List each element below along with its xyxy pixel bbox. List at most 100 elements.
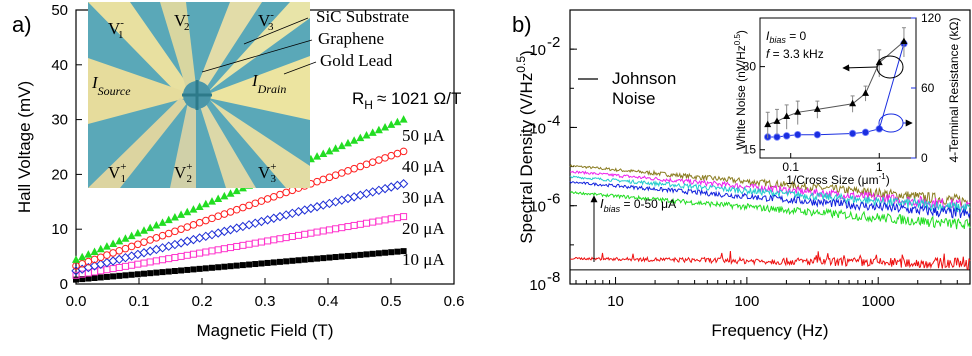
data-point <box>84 250 93 258</box>
data-point <box>257 238 265 246</box>
data-point <box>226 208 235 216</box>
panel-label-a: a) <box>12 12 32 37</box>
data-point <box>208 214 216 223</box>
data-point <box>399 115 408 123</box>
data-point <box>171 227 179 236</box>
data-point <box>350 221 358 229</box>
x-tick-label-a: 0.4 <box>318 293 339 310</box>
series-a-4 <box>72 147 408 270</box>
data-point <box>320 255 327 262</box>
data-point <box>283 258 290 265</box>
data-point <box>270 236 278 244</box>
noise-spectrum-10A <box>569 190 971 230</box>
data-point <box>388 249 395 256</box>
x-tick-label-a: 0.3 <box>255 293 276 310</box>
data-point <box>245 240 253 248</box>
data-point <box>133 228 142 237</box>
data-point <box>263 195 272 203</box>
data-point <box>381 216 389 224</box>
data-point <box>146 258 154 266</box>
inset-y-left-tick-label: 15 <box>743 143 757 157</box>
data-point <box>207 197 216 205</box>
x-axis-label-b: Frequency (Hz) <box>711 321 828 340</box>
data-point <box>398 179 409 189</box>
data-point <box>375 217 383 225</box>
data-point <box>251 199 260 208</box>
legend-item-a: 40 μA <box>402 157 445 176</box>
legend-item-a: 20 μA <box>402 219 445 238</box>
data-point <box>96 244 105 253</box>
data-point <box>356 162 365 171</box>
data-point <box>362 130 371 139</box>
white-noise-point <box>783 112 791 119</box>
johnson-legend-text-1: Johnson <box>612 69 676 88</box>
y-tick-label-a: 40 <box>51 57 68 74</box>
data-point <box>227 263 234 270</box>
data-point <box>195 218 204 227</box>
x-tick-label-b: 10 <box>607 293 624 310</box>
data-point <box>387 151 396 160</box>
data-point <box>153 269 160 276</box>
data-point <box>264 259 271 266</box>
data-point <box>189 205 198 213</box>
data-point <box>146 236 154 244</box>
data-point <box>152 234 161 242</box>
gold-label: Gold Lead <box>320 51 393 70</box>
data-point <box>115 246 124 255</box>
data-point <box>245 201 253 210</box>
x-tick-label-a: 0.0 <box>66 293 87 310</box>
inset-chart: 0.1 1 15 30 0 60 120 White Noise (nV/Hz0.5) 4-… <box>733 11 961 187</box>
data-point <box>344 223 352 231</box>
data-point <box>220 245 228 253</box>
inset-y-right-tick-label: 120 <box>921 11 941 25</box>
data-point <box>264 237 272 245</box>
data-point <box>381 154 389 162</box>
data-point <box>116 272 123 279</box>
x-tick-label-b: 1000 <box>862 293 895 310</box>
data-point <box>400 213 408 221</box>
series-group-b <box>569 164 971 271</box>
rh-annotation: RH ≈ 1021 Ω/T <box>352 89 461 112</box>
data-point <box>381 123 390 131</box>
data-point <box>314 255 321 262</box>
plot-area-b <box>569 9 971 285</box>
data-point <box>331 144 340 152</box>
data-point <box>325 146 334 155</box>
ticks-a: 0.0 0.1 0.2 0.3 0.4 0.5 0.6 0 10 20 30 40 50 <box>51 2 464 310</box>
data-point <box>208 264 215 271</box>
data-point <box>121 234 130 242</box>
noise-spectrum-0A <box>570 250 971 271</box>
data-point <box>189 250 197 258</box>
y-tick-label-a: 50 <box>51 2 68 19</box>
inset-x-tick-label: 1 <box>876 160 883 174</box>
noise-spectrum-50A <box>569 164 971 207</box>
data-point <box>127 242 136 251</box>
data-point <box>128 261 136 269</box>
data-point <box>140 259 148 267</box>
data-point <box>128 271 135 278</box>
y-tick-exp-b: -2 <box>547 34 560 51</box>
data-point <box>103 251 111 259</box>
sic-pointer <box>243 17 309 45</box>
legend-item-a: 50 μA <box>402 126 445 145</box>
data-point <box>73 276 79 283</box>
data-point <box>331 171 340 179</box>
rh-annotation-sub: H <box>364 98 373 112</box>
data-point <box>288 233 296 241</box>
data-point <box>382 249 389 256</box>
data-point <box>171 268 178 275</box>
y-axis-label-b: Spectral Density (V/Hz0.5) <box>514 50 536 243</box>
y-tick-label-b: 10 <box>529 42 546 59</box>
data-point <box>289 257 296 264</box>
y-tick-label-b: 10 <box>529 120 546 137</box>
y-tick-exp-b: -6 <box>547 191 560 208</box>
x-tick-label-a: 0.1 <box>129 293 150 310</box>
chart-a: a) 0.0 0.1 0.2 0.3 0.4 0.5 0.6 0 10 20 30 40 50 Magn… <box>12 2 464 340</box>
data-point <box>295 257 302 264</box>
inset-y-right-tick-label: 60 <box>921 81 935 95</box>
data-point <box>351 252 358 259</box>
data-point <box>220 191 229 200</box>
data-point <box>164 229 173 238</box>
data-point <box>147 270 154 277</box>
